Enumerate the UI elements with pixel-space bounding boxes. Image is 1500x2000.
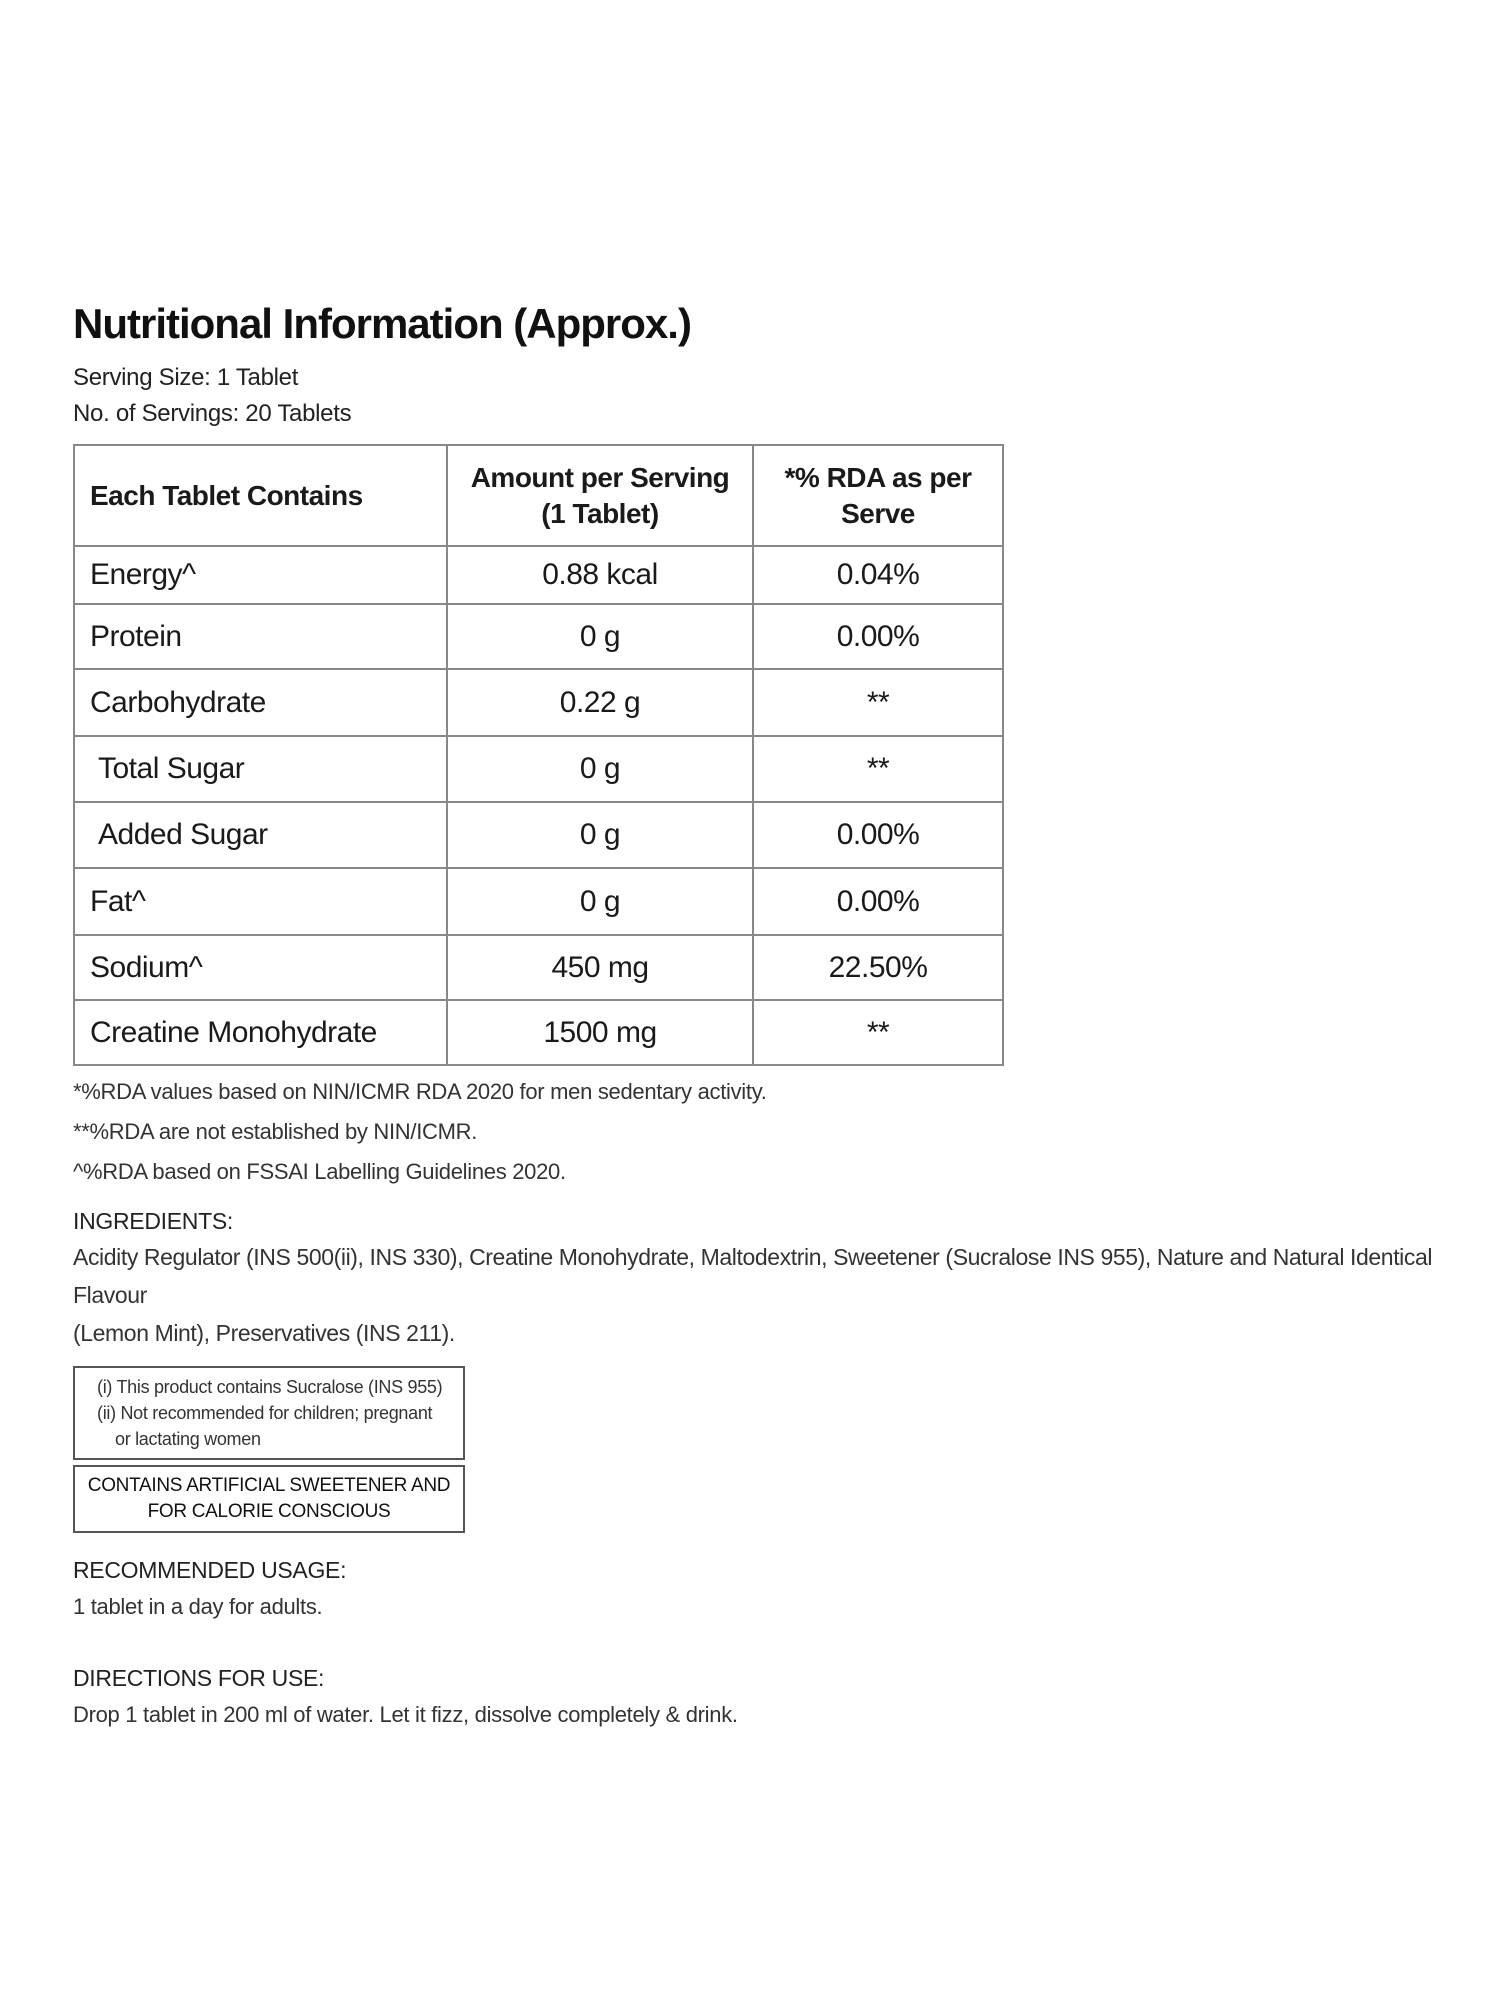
amount-per-serving: 0.88 kcal xyxy=(446,545,754,605)
amount-per-serving: 450 mg xyxy=(446,934,754,1001)
amount-per-serving: 0.22 g xyxy=(446,668,754,737)
table-row: Fat^ 0 g 0.00% xyxy=(73,867,1004,936)
nutrient-name: Protein xyxy=(73,603,448,670)
nutrient-name: Creatine Monohydrate xyxy=(73,999,448,1066)
sweetener-notice-box: CONTAINS ARTIFICIAL SWEETENER AND FOR CA… xyxy=(73,1465,465,1533)
nutrition-table: Each Tablet Contains Amount per Serving(… xyxy=(73,444,1004,1066)
nutrition-label: Nutritional Information (Approx.) Servin… xyxy=(73,300,1455,1735)
footnote: ^%RDA based on FSSAI Labelling Guideline… xyxy=(73,1159,566,1184)
nutrient-name: Fat^ xyxy=(73,867,448,936)
table-row: Sodium^ 450 mg 22.50% xyxy=(73,934,1004,1001)
header-amount: Amount per Serving (1 Tablet) xyxy=(446,444,754,547)
notice-line: CONTAINS ARTIFICIAL SWEETENER AND xyxy=(87,1475,451,1496)
directions-section: DIRECTIONS FOR USE: Drop 1 tablet in 200… xyxy=(73,1661,1455,1735)
footnotes: *%RDA values based on NIN/ICMR RDA 2020 … xyxy=(73,1072,1455,1192)
table-row: Total Sugar 0 g ** xyxy=(73,735,1004,803)
nutrient-name: Carbohydrate xyxy=(73,668,448,737)
rda-percent: 22.50% xyxy=(752,934,1004,1001)
table-header-row: Each Tablet Contains Amount per Serving(… xyxy=(73,444,1004,547)
warning-line: or lactating women xyxy=(115,1429,261,1449)
warning-box: (i) This product contains Sucralose (INS… xyxy=(73,1366,465,1460)
servings-count: No. of Servings: 20 Tablets xyxy=(73,400,352,427)
amount-per-serving: 0 g xyxy=(446,735,754,803)
header-nutrient: Each Tablet Contains xyxy=(73,444,448,547)
table-row: Creatine Monohydrate 1500 mg ** xyxy=(73,999,1004,1066)
nutrient-name: Total Sugar xyxy=(73,735,448,803)
nutrient-name: Added Sugar xyxy=(73,801,448,869)
usage-heading: RECOMMENDED USAGE: xyxy=(73,1557,347,1583)
notice-line: FOR CALORIE CONSCIOUS xyxy=(147,1501,391,1522)
warning-line: (ii) Not recommended for children; pregn… xyxy=(97,1403,433,1423)
directions-heading: DIRECTIONS FOR USE: xyxy=(73,1665,325,1691)
directions-text: Drop 1 tablet in 200 ml of water. Let it… xyxy=(73,1702,738,1727)
usage-section: RECOMMENDED USAGE: 1 tablet in a day for… xyxy=(73,1553,1455,1627)
header-rda: *% RDA as per Serve xyxy=(752,444,1004,547)
table-row: Carbohydrate 0.22 g ** xyxy=(73,668,1004,737)
table-row: Protein 0 g 0.00% xyxy=(73,603,1004,670)
rda-percent: 0.00% xyxy=(752,603,1004,670)
rda-percent: ** xyxy=(752,735,1004,803)
ingredients-text: Acidity Regulator (INS 500(ii), INS 330)… xyxy=(73,1244,1433,1346)
amount-per-serving: 0 g xyxy=(446,603,754,670)
nutrient-name: Sodium^ xyxy=(73,934,448,1001)
rda-percent: ** xyxy=(752,668,1004,737)
warning-line: (i) This product contains Sucralose (INS… xyxy=(97,1377,443,1397)
usage-text: 1 tablet in a day for adults. xyxy=(73,1594,323,1619)
ingredients-heading: INGREDIENTS: xyxy=(73,1208,233,1234)
rda-percent: 0.00% xyxy=(752,867,1004,936)
table-row: Added Sugar 0 g 0.00% xyxy=(73,801,1004,869)
table-row: Energy^ 0.88 kcal 0.04% xyxy=(73,545,1004,605)
amount-per-serving: 0 g xyxy=(446,801,754,869)
serving-size: Serving Size: 1 Tablet xyxy=(73,364,299,391)
rda-percent: 0.00% xyxy=(752,801,1004,869)
rda-percent: 0.04% xyxy=(752,545,1004,605)
rda-percent: ** xyxy=(752,999,1004,1066)
page-title: Nutritional Information (Approx.) xyxy=(73,300,692,347)
footnote: **%RDA are not established by NIN/ICMR. xyxy=(73,1119,478,1144)
footnote: *%RDA values based on NIN/ICMR RDA 2020 … xyxy=(73,1079,767,1104)
nutrient-name: Energy^ xyxy=(73,545,448,605)
amount-per-serving: 0 g xyxy=(446,867,754,936)
amount-per-serving: 1500 mg xyxy=(446,999,754,1066)
